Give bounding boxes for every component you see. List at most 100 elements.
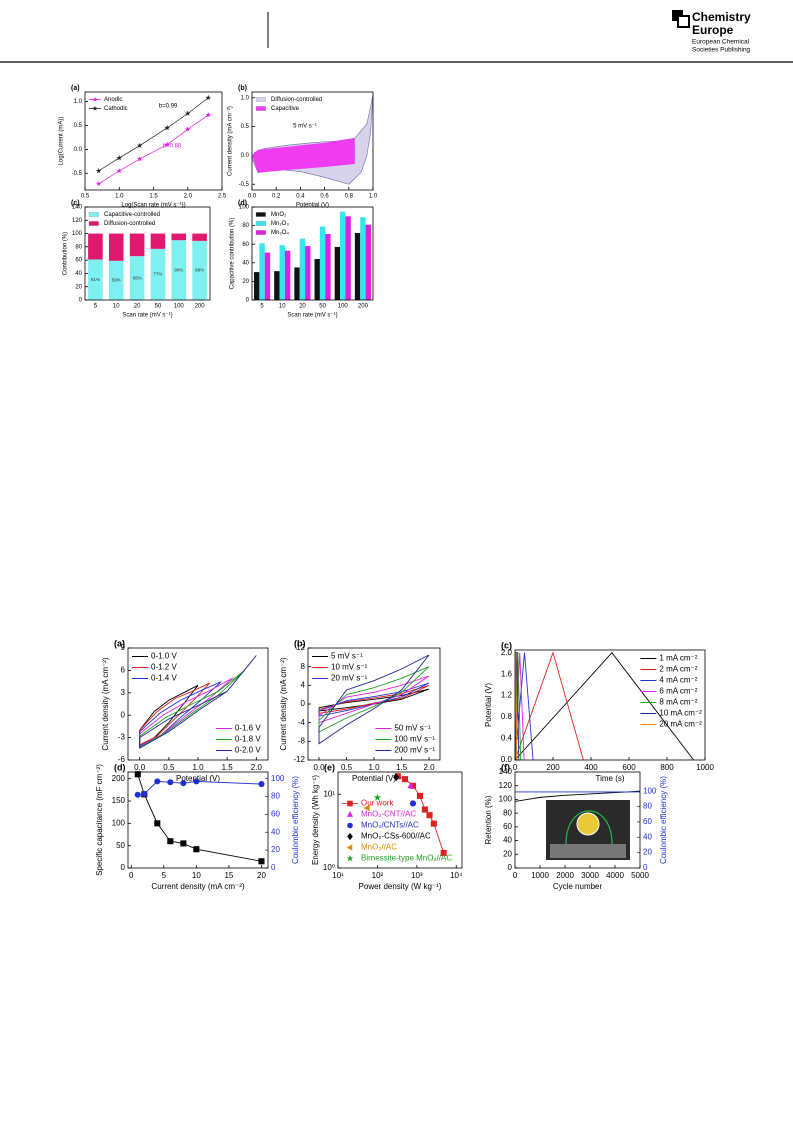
data-label: 61% [91, 277, 100, 282]
legend-label: 8 mA cm⁻² [659, 698, 697, 707]
y-tick-label: 0 [79, 298, 83, 304]
y2-tick-label: 40 [271, 827, 280, 836]
marker [440, 849, 447, 856]
x-tick-label: 1.5 [149, 194, 158, 200]
line [139, 670, 245, 749]
y-tick-label: 60 [503, 822, 512, 831]
legend-label: MnO₂-CSs-600//AC [361, 832, 431, 841]
line [139, 655, 257, 749]
y-tick-label: 120 [499, 781, 513, 790]
axes-frame [307, 647, 441, 761]
y-tick-label: 3 [121, 688, 126, 697]
marker [116, 167, 123, 174]
x-tick-label: 2.0 [184, 194, 193, 200]
legend-label: Birnessite-type MnO₂//AC [361, 854, 452, 863]
axes-frame [251, 206, 374, 301]
line [514, 651, 694, 761]
x-axis-title: Potential (V) [296, 203, 329, 209]
legend-label: 20 mA cm⁻² [659, 720, 702, 729]
panel-label: (e) [324, 762, 335, 772]
annotation: 5 mV s⁻¹ [293, 124, 317, 130]
y-tick-label: 0.5 [74, 123, 83, 129]
bar [345, 216, 351, 300]
line [318, 684, 430, 714]
y2-tick-label: 100 [271, 774, 285, 783]
x-tick-label: 0 [513, 763, 518, 772]
marker [258, 858, 265, 865]
axes-frame [127, 647, 269, 761]
marker [373, 793, 382, 801]
legend-label: 2 mA cm⁻² [659, 665, 697, 674]
line [318, 675, 430, 724]
marker [426, 812, 433, 819]
y-tick-label: 0 [246, 298, 250, 304]
x-axis-title: Power density (W kg⁻¹) [359, 882, 442, 891]
x-tick-label: 0 [129, 871, 134, 880]
bar [279, 245, 285, 300]
y-tick-label: 1.0 [74, 99, 83, 105]
y-tick-label: 2.0 [501, 648, 513, 657]
data-label: 59% [112, 278, 121, 283]
x-axis-title: Time (s) [595, 774, 624, 783]
legend-label: 20 mV s⁻¹ [331, 674, 368, 683]
y-tick-label: 1.6 [501, 669, 513, 678]
marker [193, 778, 200, 785]
bar [365, 224, 371, 300]
marker [346, 844, 353, 851]
legend-label: 6 mA cm⁻² [659, 687, 697, 696]
x-tick-label: 50 [155, 304, 162, 310]
area [252, 138, 355, 173]
legend-swatch [255, 230, 266, 235]
data-label: 77% [153, 272, 162, 277]
line [139, 682, 210, 746]
data-label: 66% [133, 275, 142, 280]
legend-swatch [255, 97, 266, 102]
bar [314, 259, 320, 300]
y-tick-label: 80 [242, 223, 249, 229]
x-tick-label: 0.5 [341, 763, 353, 772]
x-tick-label: 15 [224, 871, 233, 880]
y-tick-label: -6 [118, 755, 126, 764]
marker [347, 832, 353, 841]
legend-label: Mn₃O₄ [271, 230, 289, 236]
marker [258, 781, 265, 788]
x-tick-label: 10 [279, 304, 286, 310]
x-tick-label: 2.0 [251, 763, 263, 772]
x-tick-label: 100 [174, 304, 185, 310]
bar [259, 243, 265, 300]
bar [319, 226, 326, 300]
y-tick-label: 0 [301, 699, 306, 708]
x-tick-label: 600 [622, 763, 636, 772]
x-tick-label: 10 [192, 871, 201, 880]
axes-frame [514, 771, 641, 869]
y-tick-label: 40 [75, 271, 82, 277]
y-tick-label: 200 [112, 774, 126, 783]
y-tick-label: 12 [296, 643, 305, 652]
marker [347, 822, 353, 829]
x-tick-label: 10² [372, 871, 384, 880]
y-tick-label: 6 [121, 666, 126, 675]
line [318, 666, 430, 733]
marker [116, 155, 123, 161]
x-tick-label: 5 [162, 871, 167, 880]
legend-label: 0-1.8 V [235, 735, 261, 744]
x-tick-label: 400 [584, 763, 598, 772]
x-tick-label: 0.2 [272, 194, 281, 200]
marker [205, 111, 212, 118]
photo-bench [550, 844, 626, 858]
x-tick-label: 100 [338, 304, 349, 310]
bar [129, 256, 145, 300]
x-tick-label: 20 [134, 304, 141, 310]
marker [167, 779, 174, 786]
y-tick-label: 20 [75, 284, 82, 290]
x-tick-label: 200 [195, 304, 206, 310]
y2-axis-title: Coulombic efficiency (%) [659, 776, 668, 864]
line [98, 114, 209, 185]
marker [409, 782, 417, 789]
x-tick-label: 200 [546, 763, 560, 772]
line [514, 790, 641, 802]
y-tick-label: 100 [499, 795, 513, 804]
x-tick-label: 800 [660, 763, 674, 772]
marker [393, 773, 400, 782]
x-axis-title: Scan rate (mV s⁻¹) [287, 313, 337, 319]
